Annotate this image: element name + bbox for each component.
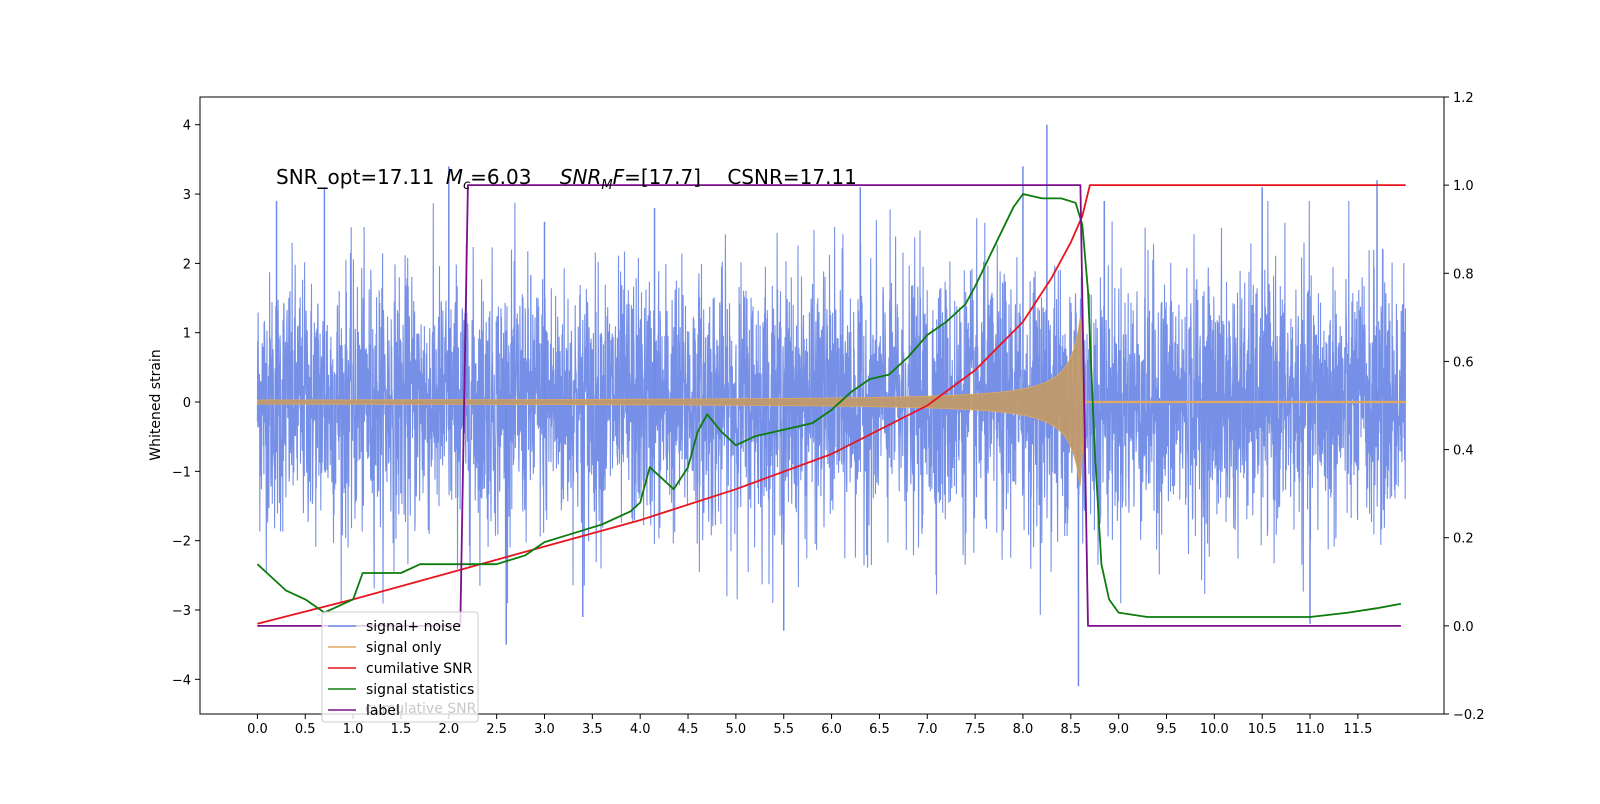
x-tick-label: 1.5: [391, 722, 412, 737]
legend: cumulative SNR signal+ noise signal only…: [321, 611, 479, 723]
right-y-axis: 1.2 1.0 0.8 0.6 0.4 0.2 0.0 −0.2: [1444, 91, 1485, 723]
right-y-tick-label: 0.2: [1453, 532, 1474, 547]
series-signal-noise: [256, 200, 1407, 616]
x-tick-label: 11.5: [1343, 722, 1372, 737]
annotation-mc-value: =6.03: [470, 165, 531, 189]
left-y-tick-label: 4: [183, 119, 191, 134]
left-y-axis: 4 3 2 1 0 −1 −2 −3 −4: [172, 119, 200, 688]
right-y-tick-label: 1.2: [1453, 91, 1474, 106]
x-tick-label: 10.0: [1200, 722, 1229, 737]
legend-box: [321, 611, 479, 723]
x-tick-label: 8.5: [1060, 722, 1081, 737]
legend-label-signal-statistics: signal statistics: [366, 682, 474, 698]
legend-label-signal-only: signal only: [366, 640, 441, 656]
left-y-tick-label: −2: [172, 535, 191, 550]
annotation-snrmf-sub: M: [601, 178, 612, 193]
annotation-csnr: CSNR=17.11: [727, 165, 857, 189]
x-tick-label: 11.0: [1296, 722, 1325, 737]
y-axis-label: Whitened strain: [148, 349, 164, 460]
x-tick-label: 10.5: [1248, 722, 1277, 737]
x-tick-label: 8.0: [1013, 722, 1034, 737]
legend-hidden-entry: cumulative SNR: [365, 701, 477, 717]
series-signal-statistics: [256, 193, 1402, 618]
annotation-snr-opt: SNR_opt=17.11: [276, 165, 434, 189]
x-tick-label: 4.0: [630, 722, 651, 737]
annotation-snrmf-symbol: SNR: [560, 165, 602, 189]
left-y-tick-label: 0: [183, 396, 191, 411]
legend-entry-signal-statistics: signal statistics: [328, 682, 474, 698]
series-signal-only: [257, 317, 1407, 487]
annotation-snrmf-value: =[17.7]: [624, 165, 701, 189]
x-tick-label: 7.5: [965, 722, 986, 737]
legend-entry-label: label: [328, 703, 400, 719]
left-y-tick-label: −1: [172, 465, 191, 480]
right-y-tick-label: 0.8: [1453, 267, 1474, 282]
x-tick-label: 5.0: [726, 722, 747, 737]
left-y-tick-label: 1: [183, 327, 191, 342]
left-y-tick-label: −4: [172, 673, 191, 688]
x-tick-label: 5.5: [773, 722, 794, 737]
right-y-tick-label: 1.0: [1453, 179, 1474, 194]
legend-label-signal-noise: signal+ noise: [366, 619, 461, 635]
x-tick-label: 6.5: [869, 722, 890, 737]
x-tick-label: 2.5: [486, 722, 507, 737]
right-y-tick-label: 0.6: [1453, 355, 1474, 370]
left-y-tick-label: 3: [183, 188, 191, 203]
legend-label-label: label: [366, 703, 400, 719]
x-tick-label: 9.5: [1156, 722, 1177, 737]
x-tick-label: 4.5: [678, 722, 699, 737]
snr-annotation: SNR_opt=17.11 Mc=6.03 SNRMF=[17.7] CSNR=…: [276, 165, 857, 193]
x-axis: 0.0 0.5 1.0 1.5 2.0 2.5 3.0 3.5 4.0 4.5 5.0 5.5 6.0 6…: [247, 714, 1372, 737]
x-tick-label: 0.5: [295, 722, 316, 737]
x-tick-label: 0.0: [247, 722, 268, 737]
legend-label-cumulative-snr: cumilative SNR: [366, 661, 473, 677]
legend-entry-signal-noise: signal+ noise: [328, 619, 461, 635]
right-y-tick-label: 0.0: [1453, 620, 1474, 635]
x-tick-label: 2.0: [438, 722, 459, 737]
left-y-tick-label: −3: [172, 604, 191, 619]
right-y-tick-label: −0.2: [1453, 708, 1485, 723]
plot-frame: [199, 96, 1445, 715]
x-tick-label: 7.0: [917, 722, 938, 737]
annotation-mc-sub: c: [463, 178, 470, 193]
legend-entry-signal-only: signal only: [328, 640, 441, 656]
annotation-mc-symbol: M: [446, 165, 463, 189]
x-tick-label: 3.0: [534, 722, 555, 737]
right-y-tick-label: 0.4: [1453, 444, 1474, 459]
x-tick-label: 9.0: [1108, 722, 1129, 737]
legend-entry-cumulative-snr: cumilative SNR: [328, 661, 473, 677]
x-tick-label: 6.0: [821, 722, 842, 737]
left-y-tick-label: 2: [183, 257, 191, 272]
annotation-snrmf-f: F: [613, 165, 625, 189]
x-tick-label: 3.5: [582, 722, 603, 737]
x-tick-label: 1.0: [343, 722, 364, 737]
